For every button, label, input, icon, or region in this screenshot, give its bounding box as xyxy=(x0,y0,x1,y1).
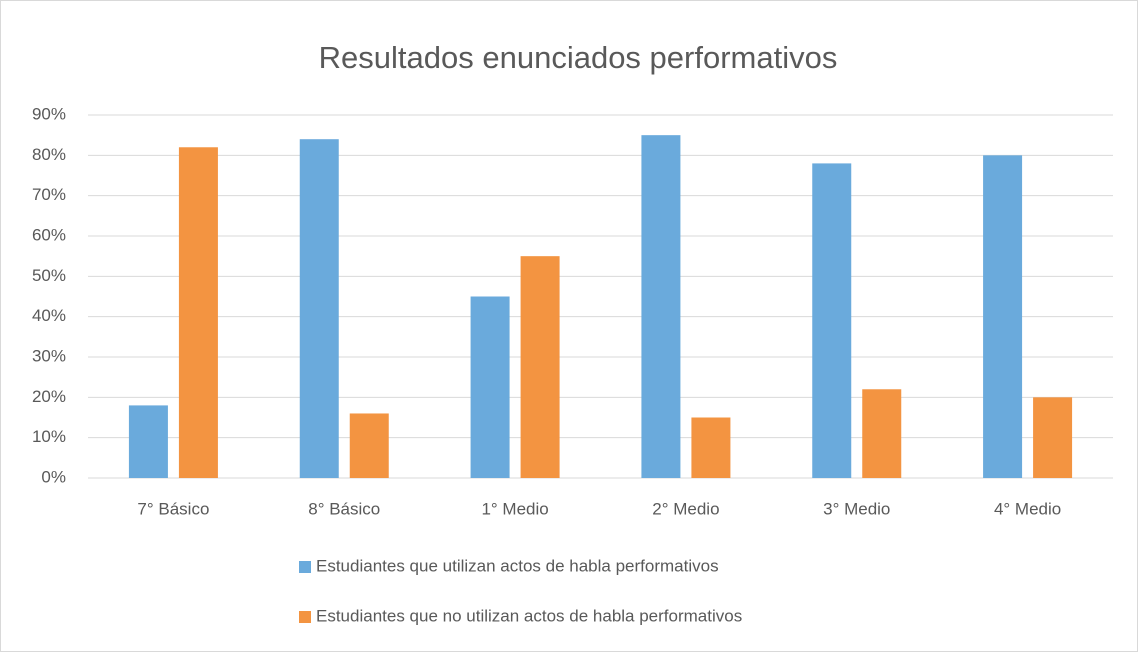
legend-swatch xyxy=(299,561,311,573)
y-tick-label: 50% xyxy=(32,266,66,285)
bar xyxy=(349,413,389,478)
bar xyxy=(178,147,218,478)
y-tick-label: 70% xyxy=(32,185,66,204)
chart-title: Resultados enunciados performativos xyxy=(319,40,838,75)
y-tick-label: 30% xyxy=(32,346,66,365)
bar xyxy=(812,163,852,478)
x-tick-label: 2° Medio xyxy=(652,499,719,518)
bar xyxy=(983,155,1023,479)
x-tick-label: 4° Medio xyxy=(994,499,1061,518)
bar xyxy=(299,139,339,478)
y-tick-label: 20% xyxy=(32,387,66,406)
y-tick-label: 90% xyxy=(32,104,66,123)
y-tick-label: 80% xyxy=(32,145,66,164)
bar xyxy=(520,256,560,478)
y-tick-label: 0% xyxy=(41,467,66,486)
x-tick-label: 1° Medio xyxy=(481,499,548,518)
y-tick-label: 40% xyxy=(32,306,66,325)
bar xyxy=(1033,397,1073,478)
legend-label: Estudiantes que no utilizan actos de hab… xyxy=(316,606,742,625)
x-tick-label: 7° Básico xyxy=(137,499,209,518)
legend-swatch xyxy=(299,611,311,623)
x-tick-label: 8° Básico xyxy=(308,499,380,518)
bar xyxy=(862,389,902,478)
legend-label: Estudiantes que utilizan actos de habla … xyxy=(316,556,719,575)
bar xyxy=(128,405,168,478)
x-tick-label: 3° Medio xyxy=(823,499,890,518)
bar xyxy=(691,417,731,478)
bar xyxy=(470,296,510,478)
y-tick-label: 10% xyxy=(32,427,66,446)
y-tick-label: 60% xyxy=(32,225,66,244)
bar xyxy=(641,135,681,478)
